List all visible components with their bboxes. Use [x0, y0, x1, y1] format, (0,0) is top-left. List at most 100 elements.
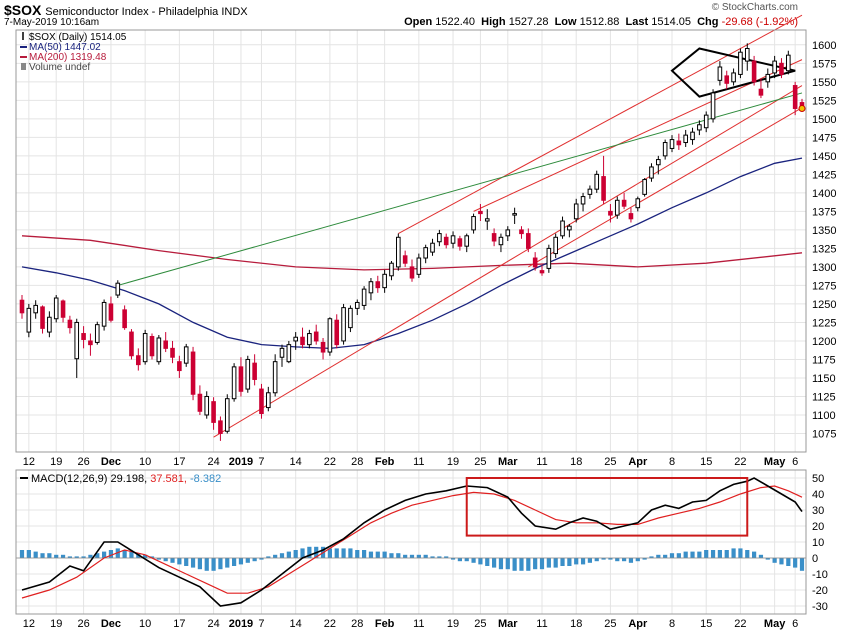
- macd-histogram-bar: [232, 558, 237, 566]
- price-tick-label: 1575: [812, 58, 836, 70]
- macd-histogram-bar: [608, 558, 613, 560]
- macd-histogram-bar: [40, 553, 45, 558]
- candle-up: [656, 159, 661, 166]
- macd-histogram-bar: [567, 558, 572, 566]
- macd-histogram-bar: [498, 558, 504, 570]
- legend-ma200: MA(200) 1319.48: [29, 52, 107, 63]
- macd-panel-frame: [15, 469, 807, 615]
- candle-up: [710, 92, 716, 120]
- price-x-label: 11: [536, 456, 547, 468]
- macd-histogram-bar: [19, 550, 25, 558]
- macd-histogram-bar: [102, 551, 107, 558]
- candle-down: [409, 266, 415, 279]
- macd-legend-part: MACD(12,26,9): [31, 473, 110, 485]
- candle-down: [149, 336, 155, 357]
- ma200-line: [21, 235, 803, 271]
- price-tick-label: 1075: [812, 428, 836, 440]
- candle-down: [129, 331, 134, 357]
- macd-histogram-bar: [710, 550, 716, 558]
- price-tick-label: 1275: [812, 280, 836, 292]
- candle-up: [587, 188, 593, 195]
- candle-down: [300, 336, 305, 346]
- legend-price: $SOX (Daily) 1514.05: [29, 32, 127, 43]
- macd-histogram-bar: [622, 558, 627, 562]
- red-trendline: [398, 14, 803, 235]
- macd-histogram-bar: [389, 553, 394, 558]
- macd-histogram-bar: [457, 558, 462, 562]
- price-tick-label: 1250: [812, 299, 836, 311]
- macd-histogram-bar: [170, 558, 175, 563]
- price-x-label: 12: [23, 456, 35, 468]
- macd-x-label: 2019: [229, 618, 253, 630]
- macd-histogram-bar: [307, 546, 312, 558]
- macd-x-label: Feb: [375, 618, 395, 630]
- candle-up: [553, 236, 558, 255]
- macd-histogram-bar: [67, 556, 72, 558]
- macd-histogram-bar: [553, 558, 558, 568]
- red-trendline: [528, 107, 803, 268]
- macd-histogram-bar: [580, 558, 586, 565]
- price-tick-label: 1450: [812, 151, 836, 163]
- price-tick-label: 1200: [812, 336, 836, 348]
- macd-histogram-bar: [225, 558, 230, 568]
- candle-up: [115, 282, 121, 296]
- macd-histogram-bar: [649, 556, 654, 558]
- macd-histogram-bar: [738, 548, 743, 558]
- macd-x-label: 15: [700, 618, 712, 630]
- candle-down: [211, 401, 216, 423]
- candle-up: [786, 54, 791, 72]
- macd-histogram-bar: [430, 556, 435, 558]
- legend-volume: Volume undef: [29, 62, 90, 73]
- candle-up: [272, 361, 278, 394]
- macd-histogram-bar: [450, 558, 456, 560]
- macd-histogram-bar: [793, 558, 798, 568]
- macd-histogram-bar: [88, 554, 93, 558]
- macd-x-label: 10: [139, 618, 151, 630]
- macd-tick-label: 10: [812, 537, 824, 549]
- macd-histogram-bar: [273, 554, 278, 558]
- macd-histogram-bar: [799, 558, 805, 571]
- macd-histogram-bar: [259, 558, 264, 560]
- candle-up: [156, 337, 162, 363]
- macd-histogram-bar: [218, 558, 223, 570]
- macd-histogram-bar: [163, 558, 168, 562]
- macd-histogram-bar: [341, 548, 346, 558]
- price-panel-frame: [15, 29, 807, 453]
- candle-up: [690, 131, 695, 141]
- candle-up: [142, 333, 148, 363]
- macd-histogram-bar: [669, 553, 675, 558]
- candle-up: [53, 297, 59, 320]
- candle-up: [26, 307, 32, 333]
- price-tick-label: 1175: [812, 354, 836, 366]
- last-label: Last: [625, 16, 649, 28]
- macd-histogram-bar: [238, 558, 244, 565]
- candle-up: [231, 366, 237, 400]
- macd-histogram-bar: [156, 558, 161, 560]
- macd-histogram-bar: [204, 558, 209, 571]
- low-value: 1512.88: [579, 16, 620, 28]
- macd-legend: MACD(12,26,9) 29.198, 37.581, -8.382: [31, 473, 221, 485]
- price-x-label: 25: [474, 456, 486, 468]
- price-tick-label: 1425: [812, 169, 836, 181]
- macd-histogram-bar: [286, 551, 291, 558]
- candle-up: [183, 346, 189, 364]
- macd-histogram-bar: [635, 558, 640, 562]
- macd-histogram-bar: [266, 556, 271, 558]
- macd-tick-label: 0: [812, 553, 818, 565]
- macd-histogram-bar: [211, 558, 216, 571]
- macd-histogram-bar: [533, 558, 538, 570]
- candle-down: [608, 210, 613, 216]
- copyright: © StockCharts.com: [711, 2, 798, 13]
- candle-down: [532, 257, 538, 268]
- candle-up: [738, 51, 743, 75]
- candle-up: [669, 139, 675, 149]
- macd-histogram-bar: [81, 556, 86, 558]
- legend-volume-swatch: [21, 63, 26, 70]
- macd-panel: [16, 477, 806, 607]
- candle-up: [594, 173, 600, 190]
- last-value: 1514.05: [651, 16, 691, 28]
- candle-up: [33, 304, 38, 314]
- candle-down: [457, 238, 463, 247]
- macd-histogram-bar: [54, 554, 59, 558]
- price-tick-label: 1400: [812, 188, 836, 200]
